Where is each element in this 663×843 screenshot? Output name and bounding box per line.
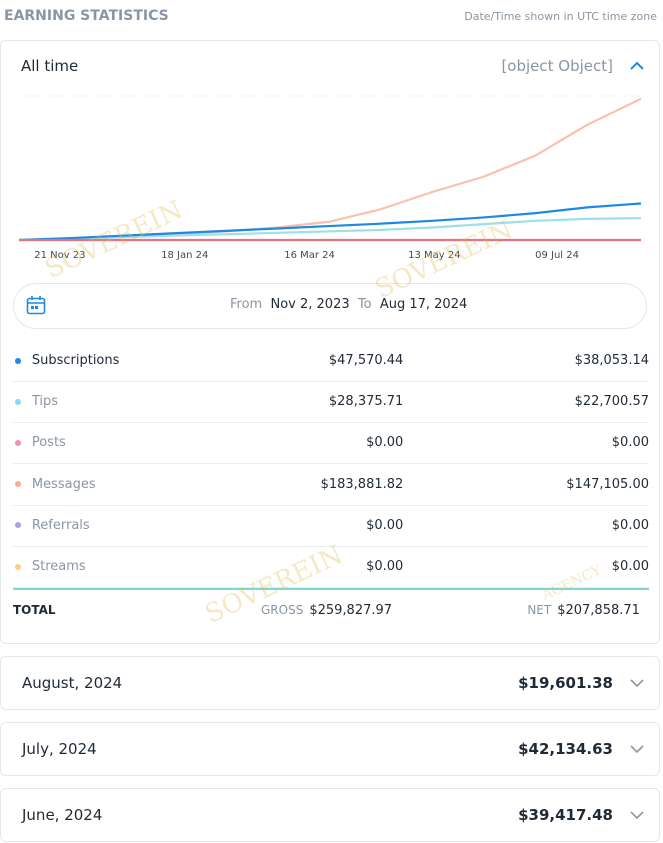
gross: $47,570.44 <box>328 353 404 368</box>
x-tick-label: 18 Jan 24 <box>161 250 208 261</box>
x-tick-label: 21 Nov 23 <box>34 250 85 261</box>
net: $147,105.00 <box>566 476 649 492</box>
month-amount: $39,417.48 <box>518 806 613 824</box>
chevron <box>630 811 644 820</box>
calendar-icon <box>26 296 46 315</box>
category-name: Subscriptions <box>31 353 120 368</box>
gross-label: GROSS <box>261 603 304 617</box>
net-total: $207,858.71 <box>557 602 640 618</box>
expand-icon <box>630 679 644 688</box>
category-name: Tips <box>31 394 59 410</box>
legend-dot <box>15 481 21 488</box>
chevron <box>630 679 644 688</box>
net: $0.00 <box>611 435 649 451</box>
month-card[interactable]: July, 2024 $42,134.63 <box>0 722 660 776</box>
gross-total: $259,827.97 <box>309 602 393 618</box>
legend-dot <box>15 522 21 529</box>
category-name: Streams <box>31 559 86 574</box>
legend-dot <box>15 563 21 570</box>
category-row: Posts $0.00 $0.00 <box>13 422 649 465</box>
range-text: From Nov 2, 2023 To Aug 17, 2024 <box>230 297 467 312</box>
month-card[interactable]: June, 2024 $39,417.48 <box>0 788 660 842</box>
period-total: [object Object] <box>501 57 613 75</box>
category-row: Referrals $0.00 $0.00 <box>13 505 649 547</box>
to-date: Aug 17, 2024 <box>379 297 468 312</box>
category-row: Messages $183,881.82 $147,105.00 <box>13 464 649 506</box>
panel-header[interactable]: All time [object Object] <box>21 57 643 75</box>
chart: 21 Nov 23 18 Jan 24 16 Mar 24 13 May 24 09 J… <box>18 95 642 261</box>
net: $0.00 <box>611 559 649 574</box>
x-tick-label: 13 May 24 <box>408 250 460 261</box>
date-range[interactable]: From Nov 2, 2023 To Aug 17, 2024 <box>13 283 647 329</box>
gross: $28,375.71 <box>328 394 404 410</box>
category-row: Streams $0.00 $0.00 <box>13 546 649 588</box>
gross: $183,881.82 <box>320 476 404 492</box>
net: $22,700.57 <box>574 394 649 410</box>
expand-icon <box>630 745 644 754</box>
month-amount: $42,134.63 <box>518 740 613 758</box>
total-row: TOTAL GROSS $259,827.97 NET $207,858.71 <box>13 588 649 630</box>
month-card[interactable]: August, 2024 $19,601.38 <box>0 656 660 710</box>
net-label: NET <box>527 603 552 617</box>
month-label: July, 2024 <box>22 740 97 758</box>
legend-dot <box>15 398 21 405</box>
net: $38,053.14 <box>574 353 649 368</box>
x-tick-label: 09 Jul 24 <box>535 250 579 261</box>
legend-dot <box>15 357 21 364</box>
from-date: Nov 2, 2023 <box>270 297 350 312</box>
collapse-icon[interactable] <box>629 60 645 72</box>
expand-icon <box>630 811 644 820</box>
title: EARNING STATISTICS <box>4 8 169 24</box>
month-label: August, 2024 <box>22 674 123 692</box>
timezone-note: Date/Time shown in UTC time zone <box>464 9 657 23</box>
category-name: Posts <box>31 435 66 451</box>
net: $0.00 <box>611 517 649 533</box>
category-name: Referrals <box>31 517 90 533</box>
series-line <box>18 97 642 242</box>
series-line <box>18 217 642 242</box>
period: All time <box>21 57 79 75</box>
category-row: Tips $28,375.71 $22,700.57 <box>13 381 649 424</box>
total-label: TOTAL <box>13 603 56 617</box>
from-label: From <box>230 297 263 312</box>
legend-dot <box>15 439 21 446</box>
series-line <box>18 202 642 242</box>
chevron <box>630 745 644 754</box>
x-tick-label: 16 Mar 24 <box>284 250 335 261</box>
gross: $0.00 <box>366 435 404 451</box>
gross: $0.00 <box>366 559 404 574</box>
category-row: Subscriptions $47,570.44 $38,053.14 <box>13 340 649 382</box>
month-label: June, 2024 <box>22 806 103 824</box>
month-amount: $19,601.38 <box>518 674 613 692</box>
all-time-panel: All time [object Object] 21 Nov 23 18 Jan… <box>0 40 660 644</box>
category-name: Messages <box>31 476 96 492</box>
gross: $0.00 <box>366 517 404 533</box>
header: EARNING STATISTICS Date/Time shown in UT… <box>4 6 657 26</box>
to-label: To <box>357 297 372 312</box>
